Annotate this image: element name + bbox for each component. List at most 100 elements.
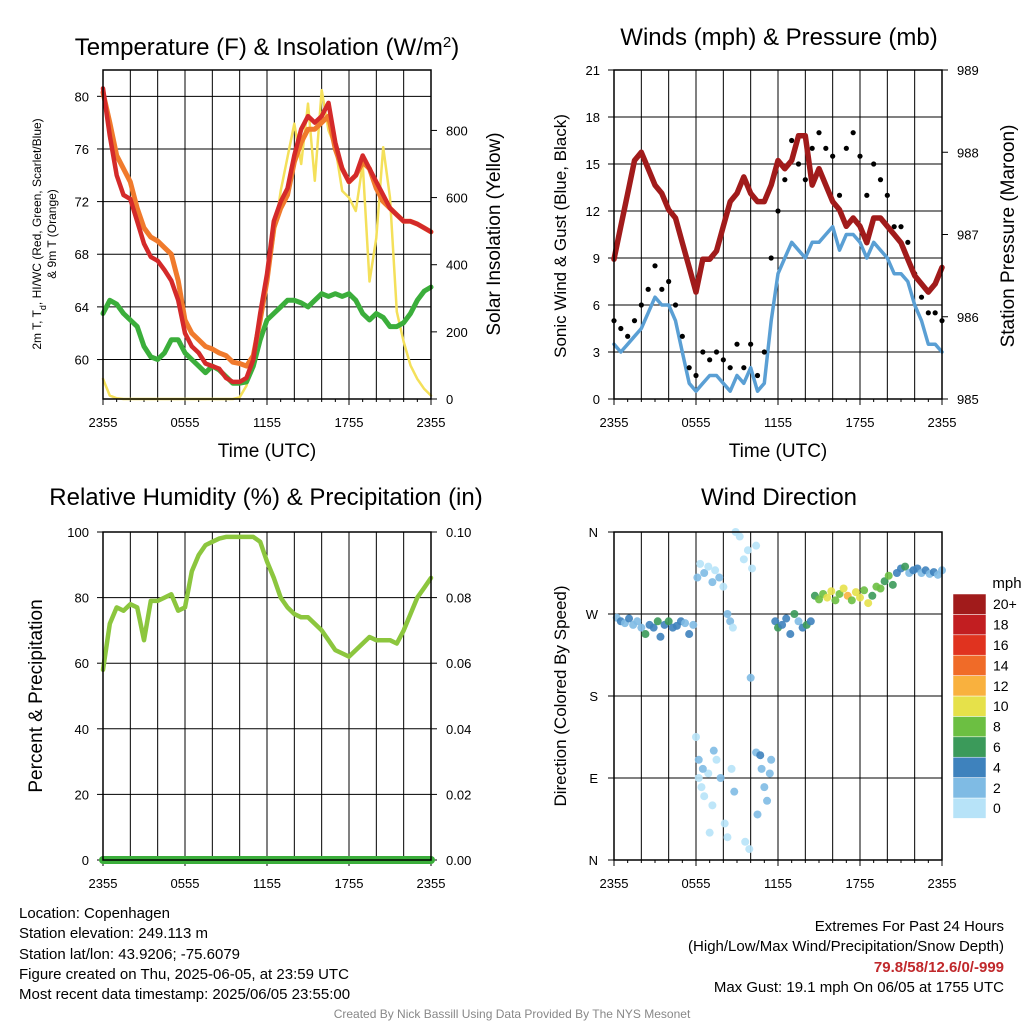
humidity-line — [100, 534, 434, 673]
gust-point — [720, 357, 726, 363]
winds-y2label: Station Pressure (Maroon) — [998, 125, 1019, 348]
gust-point — [625, 333, 631, 339]
y2-tick-label: 0.10 — [446, 525, 471, 540]
colorbar-swatch — [952, 736, 987, 758]
direction-point — [782, 614, 791, 623]
gust-point — [631, 318, 638, 324]
pressure-line — [611, 133, 945, 295]
gust-point — [898, 224, 904, 230]
temperature-y2label: Solar Insolation (Yellow) — [484, 132, 505, 335]
direction-point — [739, 555, 748, 564]
direction-title: Wind Direction — [701, 484, 857, 511]
elevation-text: Station elevation: 249.113 m — [19, 925, 209, 943]
colorbar-label: 16 — [993, 637, 1009, 653]
direction-point — [696, 559, 705, 568]
x-tick-label: 1755 — [335, 876, 364, 891]
direction-point — [839, 584, 848, 593]
gust-point — [809, 145, 815, 151]
direction-point — [864, 599, 873, 608]
extremes-info: Extremes For Past 24 Hours (High/Low/Max… — [688, 917, 1004, 998]
gust-point — [932, 310, 938, 316]
y-tick-label: 12 — [586, 204, 600, 219]
direction-point — [888, 580, 897, 589]
x-tick-label: 2355 — [417, 876, 446, 891]
colorbar-label: 18 — [993, 617, 1009, 633]
temperature-ylabel: 2m T, Td, HI/WC (Red, Green, Scarlet/Blu… — [30, 118, 48, 349]
y-tick-label: 3 — [593, 345, 600, 360]
direction-point — [901, 562, 910, 571]
y2-tick-label: 989 — [957, 63, 979, 78]
recent-text: Most recent data timestamp: 2025/06/05 2… — [19, 986, 351, 1004]
plot-border — [102, 531, 432, 861]
gust-point — [905, 239, 911, 245]
direction-point — [743, 546, 752, 555]
y2-tick-label: 600 — [446, 191, 468, 206]
direction-point — [716, 774, 725, 782]
direction-point — [694, 774, 703, 782]
direction-point — [835, 589, 844, 598]
y2-tick-label: 0.08 — [446, 591, 471, 606]
direction-point — [653, 617, 662, 626]
direction-point — [730, 787, 739, 796]
gust-point — [891, 224, 897, 230]
direction-point — [715, 573, 724, 582]
gust-point — [850, 130, 856, 136]
gust-point — [638, 302, 644, 308]
winds-ylabel: Sonic Wind & Gust (Blue, Black) — [551, 114, 570, 358]
direction-point — [752, 541, 761, 550]
direction-point — [711, 566, 720, 575]
colorbar-label: 10 — [993, 698, 1009, 714]
direction-point — [815, 595, 823, 604]
direction-point — [697, 783, 706, 792]
x-tick-label: 2355 — [600, 415, 629, 430]
direction-ylabel: Direction (Colored By Speed) — [551, 585, 570, 806]
colorbar-swatch — [952, 593, 987, 615]
gust-point — [700, 349, 706, 355]
y-tick-label: 64 — [75, 300, 89, 315]
gust-point — [857, 153, 863, 159]
x-tick-label: 1755 — [846, 876, 875, 891]
direction-point — [884, 571, 893, 580]
colorbar-swatch — [952, 777, 987, 799]
y-tick-label: 15 — [586, 157, 600, 172]
direction-point — [760, 783, 769, 792]
gust-point — [823, 145, 829, 151]
direction-point — [827, 587, 836, 596]
direction-point — [681, 619, 690, 628]
direction-point — [693, 573, 702, 582]
plot-border — [613, 531, 943, 861]
max-gust-text: Max Gust: 19.1 mph On 06/05 at 1755 UTC — [713, 978, 1004, 996]
y-tick-label: 60 — [75, 353, 89, 368]
y-tick-label: 68 — [75, 247, 89, 262]
direction-point — [685, 630, 694, 639]
x-tick-label: 1155 — [764, 415, 792, 430]
direction-point — [786, 630, 795, 639]
direction-point — [704, 562, 713, 571]
gust-point — [789, 137, 795, 144]
direction-point — [753, 810, 762, 819]
temperature-ylabel-2: & 9m T (Orange) — [45, 189, 59, 279]
colorbar-swatch — [952, 614, 987, 636]
colorbar-label: 20+ — [993, 596, 1017, 612]
gust-point — [830, 153, 836, 159]
colorbar-label: 2 — [993, 780, 1001, 796]
direction-point — [831, 596, 840, 605]
gust-point — [693, 372, 699, 379]
x-tick-label: 2355 — [928, 415, 957, 430]
direction-point — [823, 593, 832, 602]
location-text: Location: Copenhagen — [19, 905, 170, 922]
direction-point — [794, 617, 803, 626]
winds-xlabel: Time (UTC) — [729, 441, 828, 462]
extremes-heading: Extremes For Past 24 Hours — [814, 918, 1004, 935]
direction-point — [763, 796, 772, 805]
x-tick-label: 1755 — [335, 415, 364, 430]
gust-point — [672, 302, 679, 308]
gust-point — [707, 357, 713, 363]
x-tick-label: 0555 — [171, 876, 200, 891]
gust-point — [734, 341, 740, 347]
plot-border — [613, 69, 943, 400]
direction-point — [778, 620, 787, 629]
direction-point — [700, 569, 709, 577]
gust-point — [666, 278, 672, 285]
